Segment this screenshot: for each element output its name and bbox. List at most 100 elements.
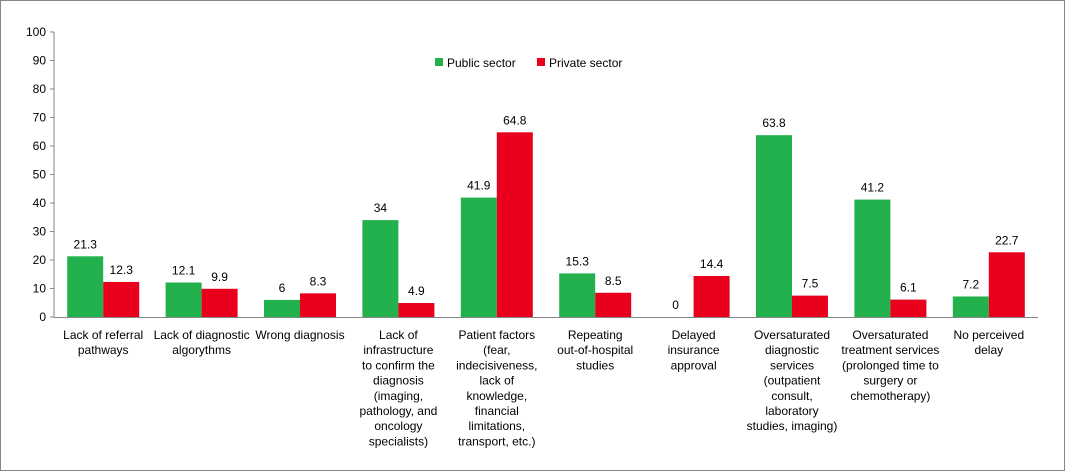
category-label-line: pathways xyxy=(78,343,129,357)
category-label-line: financial xyxy=(475,404,519,418)
category-label-line: Lack of referral xyxy=(63,328,143,342)
public-sector-bar xyxy=(952,296,989,317)
private-sector-bar xyxy=(496,132,533,317)
category-label-line: laboratory xyxy=(765,404,818,418)
category-label-line: algorythms xyxy=(172,343,231,357)
public-sector-data-label: 41.9 xyxy=(467,179,491,193)
category-label-line: approval xyxy=(671,358,717,372)
y-tick-label: 80 xyxy=(33,82,47,96)
private-sector-data-label: 4.9 xyxy=(408,284,425,298)
public-sector-bar xyxy=(559,273,596,317)
public-sector-data-label: 15.3 xyxy=(566,254,590,268)
category-label-line: services xyxy=(770,358,814,372)
category-label-line: infrastructure xyxy=(363,343,433,357)
category-label-line: Oversaturated xyxy=(754,328,830,342)
category-label-line: (outpatient xyxy=(764,374,821,388)
private-sector-data-label: 9.9 xyxy=(211,270,228,284)
public-sector-data-label: 0 xyxy=(672,298,679,312)
y-tick-label: 50 xyxy=(33,168,47,182)
category-label-line: Patient factors xyxy=(458,328,535,342)
public-sector-data-label: 41.2 xyxy=(861,181,885,195)
legend-label-private: Private sector xyxy=(549,56,622,70)
public-sector-bar xyxy=(756,135,792,317)
y-tick-label: 20 xyxy=(33,253,47,267)
category-label-line: knowledge, xyxy=(466,389,527,403)
category-label-line: specialists) xyxy=(369,434,428,448)
category-label-line: Lack of xyxy=(379,328,418,342)
data-labels: 21.3 12.1 6 34 41.9 15.3 0 63.8 41.2 7.2 12.3 9.9 8.… xyxy=(74,113,1019,312)
category-label-line: studies xyxy=(576,358,614,372)
category-label-line: (prolonged time to xyxy=(842,358,939,372)
category-label-line: (fear, xyxy=(483,343,510,357)
private-sector-data-label: 6.1 xyxy=(900,281,917,295)
y-tick-label: 100 xyxy=(26,25,46,39)
category-label-line: Delayed xyxy=(672,328,716,342)
category-label-line: to confirm the xyxy=(362,358,435,372)
public-sector-bar xyxy=(854,199,891,317)
private-sector-data-label: 7.5 xyxy=(802,277,819,291)
public-sector-bar xyxy=(165,282,202,317)
private-sector-bar xyxy=(890,299,927,317)
category-label-line: indecisiveness, xyxy=(456,358,537,372)
legend: Public sector Private sector xyxy=(435,56,622,70)
category-label-line: surgery or xyxy=(863,374,917,388)
category-label-line: (imaging, xyxy=(374,389,423,403)
legend-swatch-public xyxy=(435,58,443,66)
public-sector-data-label: 12.1 xyxy=(172,264,196,278)
y-tick-label: 70 xyxy=(33,111,47,125)
private-sector-bar xyxy=(201,288,238,317)
private-sector-bar xyxy=(595,292,632,317)
y-tick-label: 0 xyxy=(39,310,46,324)
y-tick-label: 60 xyxy=(33,139,47,153)
private-sector-bar xyxy=(693,275,730,317)
private-sector-bar xyxy=(792,295,828,317)
private-sector-data-label: 64.8 xyxy=(503,113,527,127)
public-sector-data-label: 34 xyxy=(374,201,388,215)
y-tick-label: 90 xyxy=(33,54,47,68)
private-sector-data-label: 22.7 xyxy=(995,233,1019,247)
public-sector-bar xyxy=(67,256,104,317)
legend-label-public: Public sector xyxy=(447,56,516,70)
category-label-line: limitations, xyxy=(468,419,525,433)
public-sector-bar xyxy=(264,299,300,317)
category-label-line: consult, xyxy=(771,389,812,403)
private-sector-bar xyxy=(103,281,140,317)
public-sector-data-label: 6 xyxy=(279,281,286,295)
category-label-line: transport, etc.) xyxy=(458,434,535,448)
category-label-line: Wrong diagnosis xyxy=(255,328,344,342)
private-sector-data-label: 12.3 xyxy=(110,263,134,277)
public-sector-data-label: 7.2 xyxy=(962,277,979,291)
category-label-line: Repeating xyxy=(568,328,623,342)
public-sector-data-label: 21.3 xyxy=(74,237,98,251)
y-tick-label: 30 xyxy=(33,225,47,239)
private-sector-data-label: 8.5 xyxy=(605,274,622,288)
category-label-line: delay xyxy=(974,343,1003,357)
private-sector-bar xyxy=(988,252,1025,317)
public-sector-data-label: 63.8 xyxy=(762,116,786,130)
category-label-line: oncology xyxy=(374,419,422,433)
y-tick-label: 40 xyxy=(33,196,47,210)
category-label-line: diagnosis xyxy=(373,374,424,388)
public-sector-bar xyxy=(460,197,497,317)
category-label-line: diagnostic xyxy=(765,343,819,357)
public-sector-bar xyxy=(362,220,399,317)
private-sector-bar xyxy=(300,293,336,317)
category-label-line: chemotherapy) xyxy=(850,389,930,403)
private-sector-data-label: 8.3 xyxy=(310,274,327,288)
category-label-line: insurance xyxy=(668,343,720,357)
private-sector-data-label: 14.4 xyxy=(700,257,724,271)
y-tick-label: 10 xyxy=(33,282,47,296)
category-label-line: out-of-hospital xyxy=(557,343,633,357)
category-label-line: Lack of diagnostic xyxy=(154,328,250,342)
category-label-line: No perceived xyxy=(953,328,1024,342)
private-sector-bar xyxy=(398,303,435,317)
category-label-line: lack of xyxy=(479,374,514,388)
category-label-line: treatment services xyxy=(841,343,939,357)
category-label-line: pathology, and xyxy=(359,404,437,418)
category-label-line: Oversaturated xyxy=(852,328,928,342)
bars xyxy=(67,132,1025,317)
